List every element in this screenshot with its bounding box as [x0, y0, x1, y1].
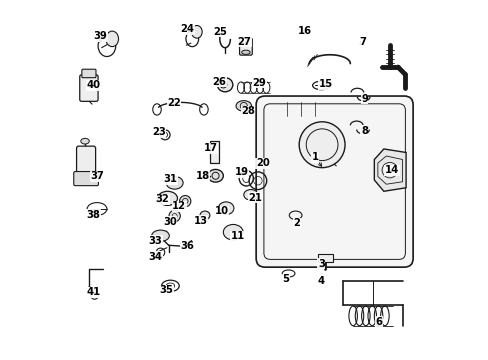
Text: 41: 41 — [86, 287, 101, 297]
Text: 1: 1 — [311, 152, 318, 162]
Text: 38: 38 — [86, 210, 100, 220]
Ellipse shape — [191, 26, 202, 38]
Ellipse shape — [236, 101, 251, 111]
Text: 29: 29 — [252, 78, 265, 88]
Text: 25: 25 — [213, 27, 227, 37]
Ellipse shape — [166, 176, 183, 189]
Text: 21: 21 — [247, 193, 262, 203]
Text: 35: 35 — [159, 285, 173, 295]
FancyBboxPatch shape — [81, 69, 96, 78]
Ellipse shape — [81, 138, 89, 144]
Text: 40: 40 — [86, 80, 101, 90]
Text: 30: 30 — [163, 217, 176, 227]
Text: 5: 5 — [282, 274, 289, 284]
Text: 37: 37 — [90, 171, 103, 181]
Circle shape — [169, 210, 180, 222]
Text: 27: 27 — [237, 37, 251, 47]
Ellipse shape — [223, 224, 243, 240]
Text: 32: 32 — [156, 194, 169, 204]
Text: 19: 19 — [234, 167, 248, 177]
Ellipse shape — [218, 202, 233, 215]
Text: 20: 20 — [255, 158, 269, 168]
Text: 28: 28 — [241, 106, 254, 116]
Text: 13: 13 — [193, 216, 207, 226]
Bar — [209, 141, 219, 163]
FancyBboxPatch shape — [77, 146, 96, 176]
Text: 4: 4 — [317, 276, 325, 286]
Ellipse shape — [219, 82, 226, 88]
Text: 10: 10 — [214, 206, 228, 216]
Ellipse shape — [105, 31, 118, 47]
FancyBboxPatch shape — [239, 38, 252, 55]
Text: 17: 17 — [203, 143, 218, 153]
Text: 7: 7 — [359, 37, 366, 47]
Ellipse shape — [217, 78, 232, 92]
FancyBboxPatch shape — [74, 171, 98, 186]
Text: 22: 22 — [167, 98, 181, 108]
Text: 14: 14 — [384, 165, 398, 175]
Text: 2: 2 — [293, 218, 300, 228]
Text: 34: 34 — [148, 252, 163, 262]
Ellipse shape — [200, 211, 209, 220]
Ellipse shape — [241, 50, 250, 54]
Circle shape — [299, 122, 345, 168]
Text: 15: 15 — [318, 79, 332, 89]
Text: 39: 39 — [94, 31, 107, 41]
Ellipse shape — [158, 191, 177, 206]
Text: 31: 31 — [163, 174, 177, 184]
Text: 24: 24 — [180, 24, 194, 34]
Text: 12: 12 — [172, 202, 186, 211]
Ellipse shape — [151, 230, 169, 242]
Text: 6: 6 — [375, 317, 382, 327]
Text: 9: 9 — [360, 94, 367, 104]
Text: 16: 16 — [298, 26, 312, 36]
Text: 23: 23 — [152, 127, 165, 138]
Ellipse shape — [244, 189, 257, 200]
Text: 36: 36 — [180, 241, 194, 251]
FancyBboxPatch shape — [80, 75, 98, 101]
Text: 11: 11 — [230, 231, 244, 242]
Text: 8: 8 — [360, 126, 367, 136]
Circle shape — [179, 195, 190, 207]
Bar — [317, 254, 333, 262]
Ellipse shape — [207, 170, 223, 182]
Polygon shape — [374, 149, 405, 191]
FancyBboxPatch shape — [256, 96, 412, 267]
Text: 26: 26 — [212, 77, 225, 87]
Text: 3: 3 — [317, 259, 324, 269]
Text: 33: 33 — [148, 236, 162, 246]
Text: 18: 18 — [195, 171, 209, 181]
